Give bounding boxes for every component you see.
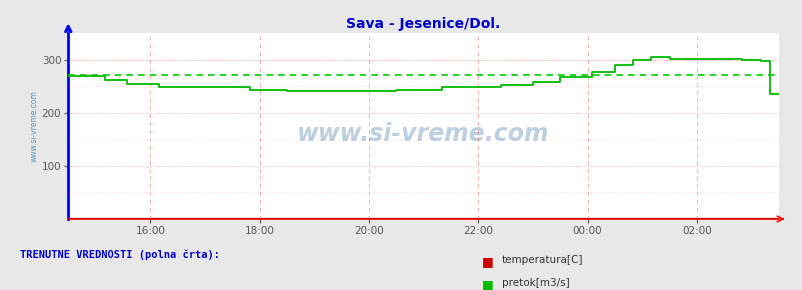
Text: pretok[m3/s]: pretok[m3/s] xyxy=(501,278,569,288)
Text: ■: ■ xyxy=(481,278,493,290)
Text: TRENUTNE VREDNOSTI (polna črta):: TRENUTNE VREDNOSTI (polna črta): xyxy=(20,249,220,260)
Title: Sava - Jesenice/Dol.: Sava - Jesenice/Dol. xyxy=(346,17,500,31)
Text: ■: ■ xyxy=(481,255,493,268)
Text: temperatura[C]: temperatura[C] xyxy=(501,255,582,265)
Y-axis label: www.si-vreme.com: www.si-vreme.com xyxy=(30,90,38,162)
Text: www.si-vreme.com: www.si-vreme.com xyxy=(297,122,549,146)
